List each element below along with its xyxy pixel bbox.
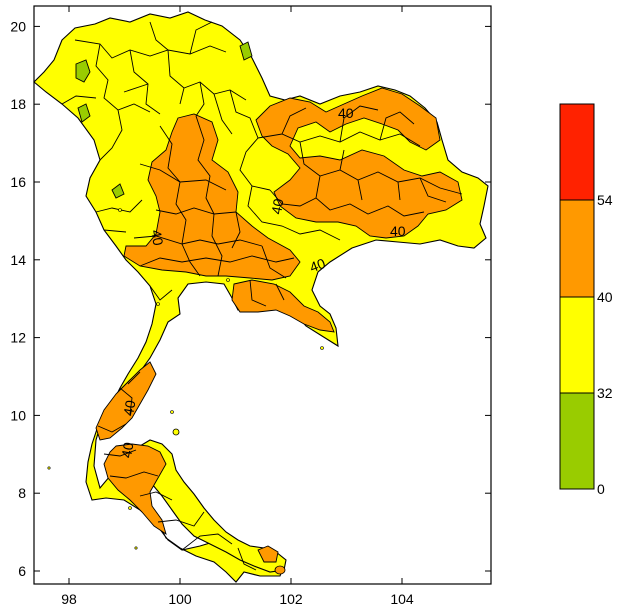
x-tick-label: 104 — [390, 591, 414, 607]
province-boundaries — [61, 21, 463, 571]
y-tick-label: 14 — [10, 252, 26, 268]
zone-green-2 — [77, 103, 91, 123]
y-tick-label: 12 — [10, 330, 26, 346]
zone-peninsula-west — [95, 361, 157, 441]
y-tick-label: 6 — [18, 563, 26, 579]
y-tick-label: 20 — [10, 18, 26, 34]
legend-label-32: 32 — [597, 385, 613, 401]
x-tick-label: 98 — [61, 591, 77, 607]
y-tick-label: 16 — [10, 174, 26, 190]
x-tick-label: 102 — [279, 591, 303, 607]
zone-central — [123, 113, 301, 281]
contour-label-6: 40 — [120, 399, 138, 417]
legend-band-green — [559, 392, 595, 490]
zone-peninsula-south — [103, 443, 167, 536]
zone-northeast — [255, 87, 463, 239]
legend-label-40: 40 — [597, 289, 613, 305]
contour-label-2: 40 — [390, 223, 406, 239]
y-tick-label: 8 — [18, 485, 26, 501]
y-tick-label: 10 — [10, 407, 26, 423]
legend-label-0: 0 — [597, 481, 605, 497]
zone-green-1 — [75, 59, 91, 83]
zone-far-south — [257, 545, 279, 563]
x-tick-label: 100 — [168, 591, 192, 607]
y-tick-label: 18 — [10, 96, 26, 112]
contour-label-4: 40 — [268, 197, 286, 215]
y-axis: 6 8 10 12 14 16 18 20 — [10, 18, 491, 579]
zone-green-3 — [239, 41, 253, 61]
contour-label-1: 40 — [338, 105, 354, 121]
islands — [47, 208, 324, 550]
contour-label-3: 40 — [307, 255, 327, 275]
contour-label-7: 40 — [118, 441, 136, 459]
legend-label-54: 54 — [597, 192, 613, 208]
legend-band-yellow — [559, 296, 595, 394]
legend: 54 40 32 0 — [559, 103, 613, 497]
zone-far-south-core — [274, 565, 286, 575]
peninsula-east — [139, 439, 287, 573]
x-axis: 98 100 102 104 — [61, 6, 414, 607]
legend-band-red — [559, 103, 595, 201]
zone-green-4 — [111, 183, 125, 199]
contour-label-5: 40 — [148, 229, 166, 247]
zone-southeast — [231, 279, 335, 333]
legend-band-orange — [559, 199, 595, 298]
